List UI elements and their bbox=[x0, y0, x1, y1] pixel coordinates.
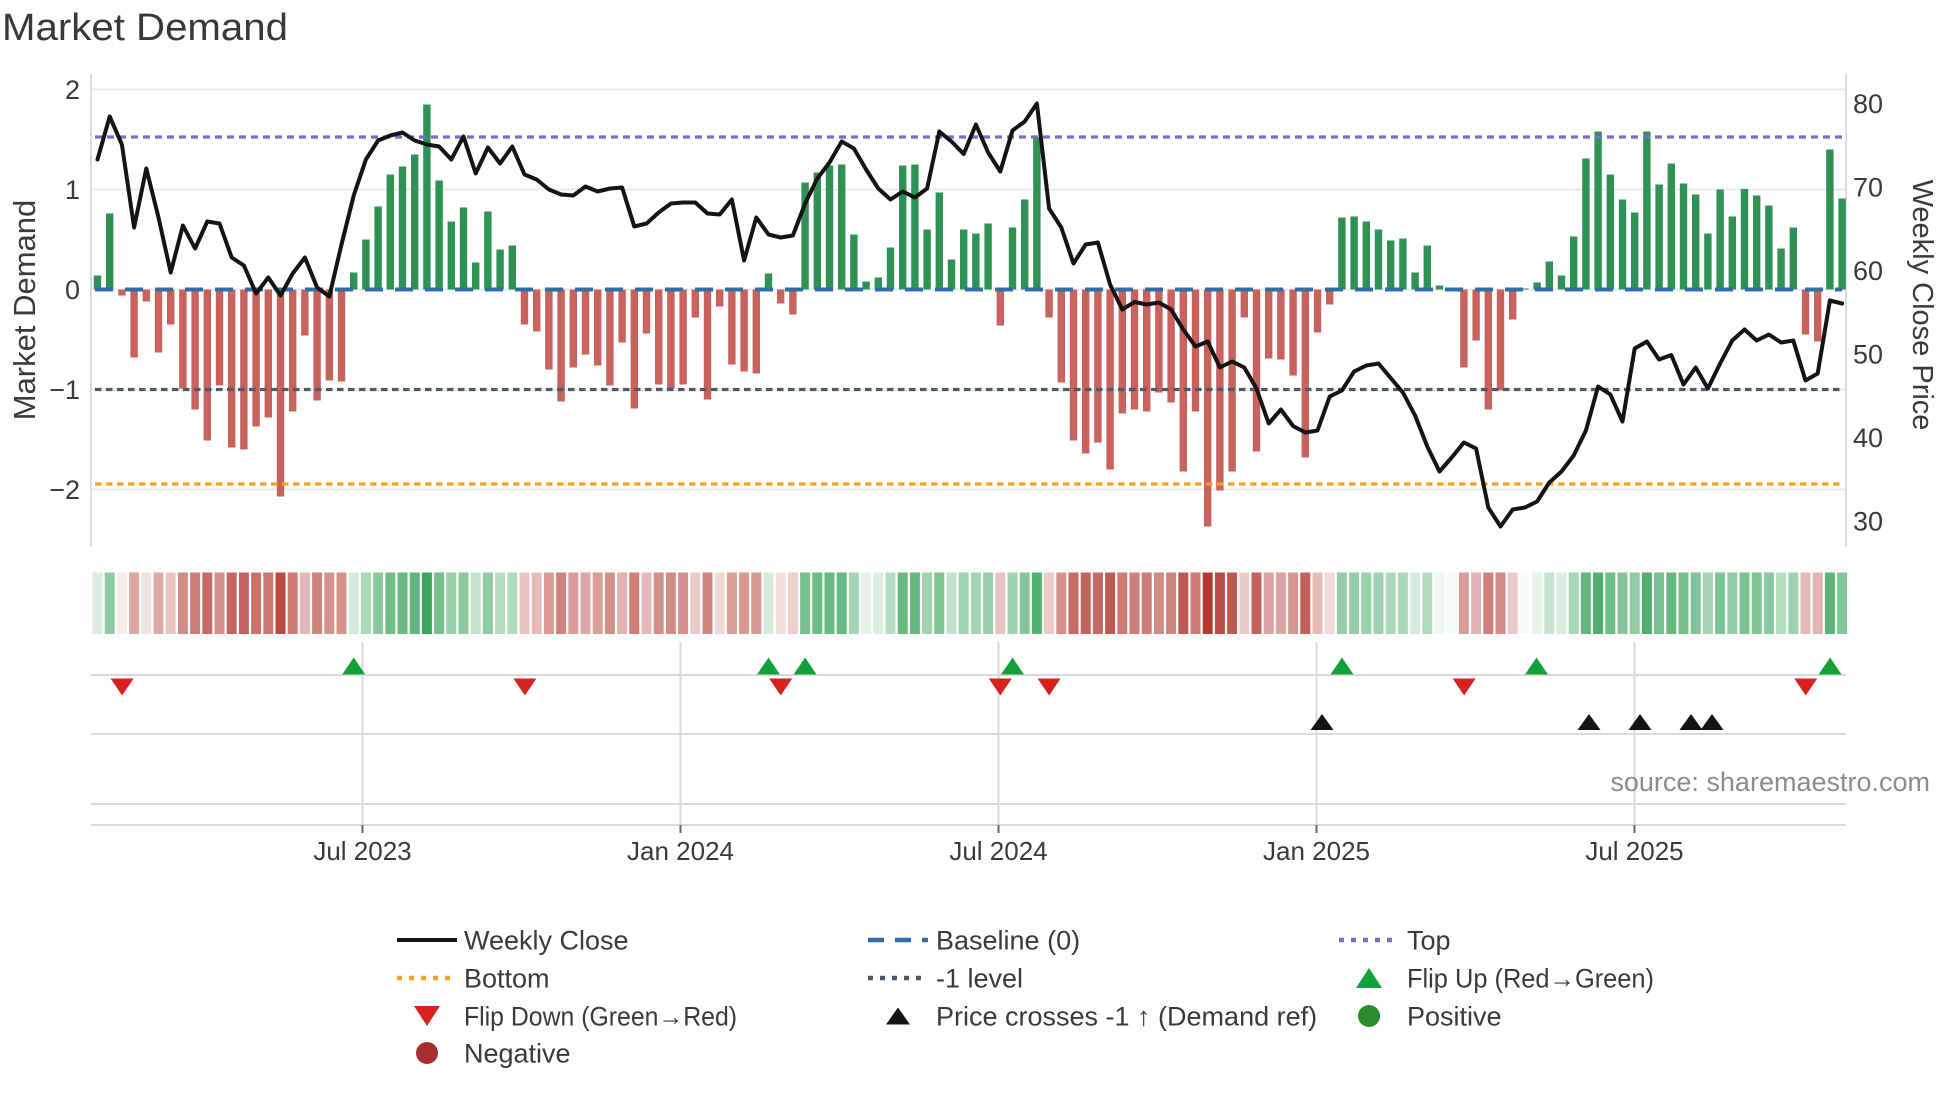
svg-text:Weekly Close Price: Weekly Close Price bbox=[1906, 180, 1938, 431]
svg-text:−2: −2 bbox=[49, 475, 80, 505]
svg-text:1: 1 bbox=[65, 175, 80, 205]
svg-text:Jul 2025: Jul 2025 bbox=[1585, 836, 1683, 866]
svg-text:source: sharemaestro.com: source: sharemaestro.com bbox=[1610, 767, 1930, 797]
svg-text:Jan 2025: Jan 2025 bbox=[1263, 836, 1370, 866]
svg-text:Jan 2024: Jan 2024 bbox=[627, 836, 734, 866]
svg-text:−1: −1 bbox=[49, 375, 80, 405]
svg-text:Weekly Close: Weekly Close bbox=[464, 926, 629, 956]
svg-text:Jul 2024: Jul 2024 bbox=[949, 836, 1047, 866]
svg-text:0: 0 bbox=[65, 275, 80, 305]
svg-text:Baseline (0): Baseline (0) bbox=[936, 926, 1080, 956]
svg-text:Price crosses -1 ↑ (Demand ref: Price crosses -1 ↑ (Demand ref) bbox=[936, 1002, 1317, 1032]
svg-text:40: 40 bbox=[1853, 423, 1883, 453]
svg-text:80: 80 bbox=[1853, 89, 1883, 119]
svg-text:50: 50 bbox=[1853, 339, 1883, 369]
svg-text:Market Demand: Market Demand bbox=[7, 200, 42, 421]
svg-text:Flip Down (Green→Red): Flip Down (Green→Red) bbox=[464, 1002, 737, 1032]
svg-text:-1 level: -1 level bbox=[936, 964, 1023, 994]
svg-text:Top: Top bbox=[1407, 926, 1451, 956]
svg-text:Market Demand: Market Demand bbox=[2, 7, 288, 49]
svg-text:Flip Up (Red→Green): Flip Up (Red→Green) bbox=[1407, 964, 1654, 994]
svg-text:2: 2 bbox=[65, 75, 80, 105]
svg-text:60: 60 bbox=[1853, 256, 1883, 286]
svg-text:30: 30 bbox=[1853, 506, 1883, 536]
svg-text:70: 70 bbox=[1853, 172, 1883, 202]
svg-text:Bottom: Bottom bbox=[464, 964, 550, 994]
svg-text:Positive: Positive bbox=[1407, 1002, 1502, 1032]
svg-text:Jul 2023: Jul 2023 bbox=[313, 836, 411, 866]
svg-text:Negative: Negative bbox=[464, 1039, 571, 1069]
